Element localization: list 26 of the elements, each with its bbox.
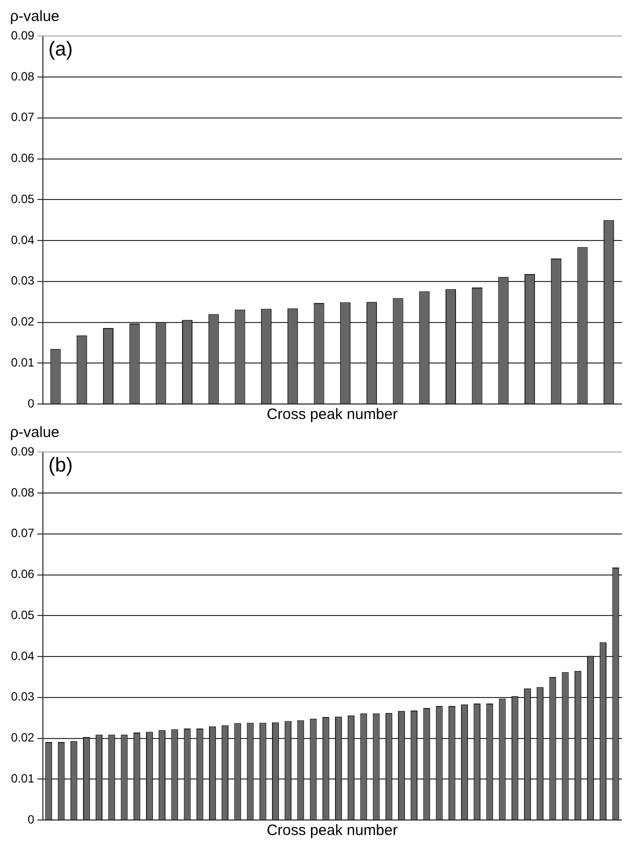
y-tick-label: 0.08 [10,485,35,500]
y-tick-label: 0.06 [10,567,35,582]
x-axis-title: Cross peak number [266,822,398,840]
y-tick-label: 0.07 [10,110,35,124]
y-tick-label: 0.07 [10,526,35,540]
x-axis-title: Cross peak number [266,406,398,424]
y-tick-label: 0.06 [10,151,35,166]
y-tick-label: 0.05 [10,608,35,622]
y-tick-label: 0.04 [10,232,35,247]
y-tick-label: 0 [28,396,35,410]
y-tick-label: 0.04 [10,648,35,663]
y-tick-label: 0.09 [10,28,35,43]
y-tick-label: 0.01 [10,355,35,370]
y-tick-label: 0 [28,812,35,826]
y-tick-label: 0.02 [10,730,35,745]
y-tick-label: 0.03 [10,274,35,288]
y-tick-label: 0.08 [10,69,35,84]
annotation: (b) [48,454,73,477]
y-axis-title: ρ-value [10,8,60,26]
y-tick-label: 0.09 [10,444,35,459]
annotation: (a) [48,38,73,61]
y-tick-label: 0.01 [10,771,35,786]
y-tick-label: 0.02 [10,314,35,329]
y-axis-title: ρ-value [10,424,60,442]
y-tick-label: 0.03 [10,690,35,704]
y-tick-label: 0.05 [10,192,35,206]
